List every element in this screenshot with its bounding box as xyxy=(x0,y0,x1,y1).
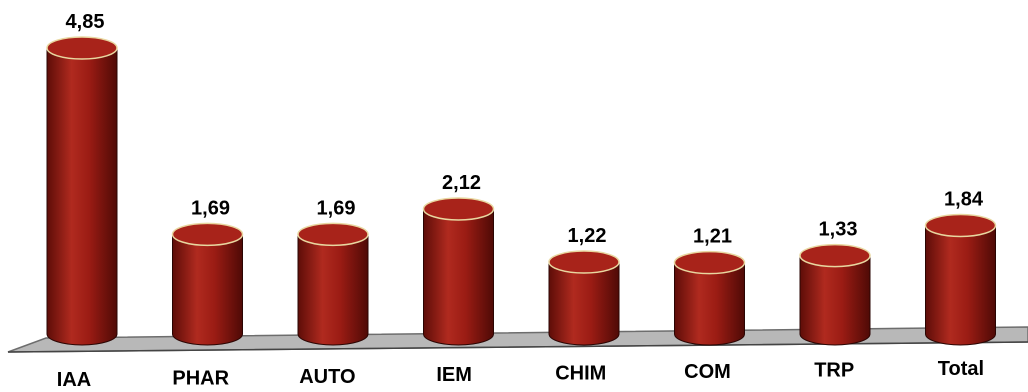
category-label: AUTO xyxy=(299,366,355,388)
bar-body xyxy=(548,261,620,346)
bar-top xyxy=(548,250,620,274)
bar-top xyxy=(799,243,871,268)
bar-com xyxy=(673,250,746,346)
category-label: TRP xyxy=(814,359,854,381)
bar-body xyxy=(297,233,369,346)
bar-top xyxy=(46,36,118,60)
bar-body xyxy=(423,208,494,346)
category-label: PHAR xyxy=(172,367,229,389)
bar-iaa xyxy=(46,36,118,346)
floor-plane xyxy=(7,326,1028,353)
bar-trp xyxy=(799,243,871,346)
value-label: 4,85 xyxy=(66,11,105,33)
category-label: COM xyxy=(684,361,731,383)
value-label: 1,22 xyxy=(568,225,607,247)
value-label: 1,21 xyxy=(693,226,732,248)
bar-chim xyxy=(548,250,620,346)
labels-group: 4,85 IAA 1,69 PHAR 1,69 AUTO 2,12 IEM 1,22 CHIM 1,… xyxy=(57,11,984,391)
bar-top xyxy=(422,197,495,221)
chart-floor xyxy=(7,326,1028,353)
value-label: 1,69 xyxy=(191,197,230,219)
value-label: 1,84 xyxy=(944,188,984,210)
bar-body xyxy=(674,262,745,346)
bar-top xyxy=(673,250,746,275)
value-label: 2,12 xyxy=(442,172,481,194)
bar-top xyxy=(924,213,997,238)
bar-body xyxy=(799,255,871,346)
category-label: Total xyxy=(938,358,984,380)
bar-iem xyxy=(422,197,495,346)
value-label: 1,69 xyxy=(317,197,356,219)
category-label: CHIM xyxy=(555,363,606,385)
bar-top xyxy=(297,222,369,247)
bar-auto xyxy=(297,222,369,346)
category-label: IAA xyxy=(57,369,91,391)
bar-body xyxy=(172,233,243,346)
bars-group xyxy=(46,36,997,346)
bar-phar xyxy=(171,222,244,346)
bar-top xyxy=(171,222,244,247)
bar-total xyxy=(924,213,997,346)
bar-body xyxy=(46,47,118,346)
x-axis-line xyxy=(7,341,1028,353)
bar-body xyxy=(925,224,996,346)
value-label: 1,33 xyxy=(819,219,858,241)
category-label: IEM xyxy=(436,364,472,386)
